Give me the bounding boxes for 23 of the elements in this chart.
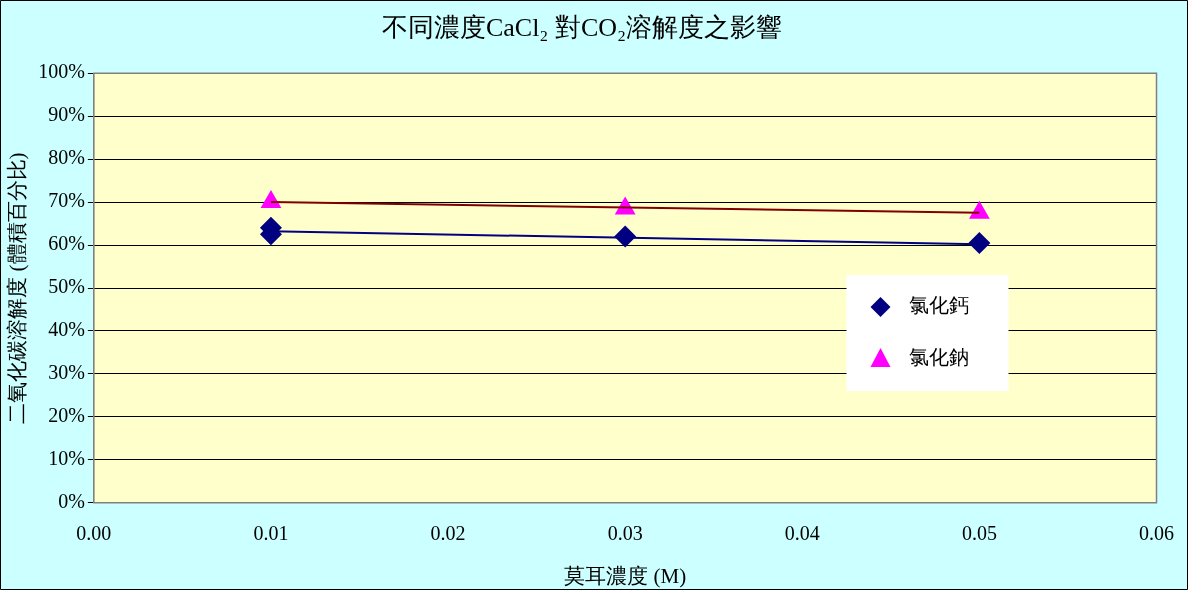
y-tick-label: 100%: [38, 60, 85, 83]
x-tick-label: 0.06: [1139, 522, 1174, 545]
x-tick-label: 0.00: [76, 522, 112, 545]
y-tick-label: 40%: [48, 318, 85, 341]
x-tick-label: 0.03: [607, 522, 643, 545]
y-tick-label: 50%: [48, 275, 85, 298]
x-tick-label: 0.05: [961, 522, 997, 545]
y-tick-label: 20%: [48, 404, 85, 427]
y-tick-label: 30%: [48, 361, 85, 384]
y-tick-label: 0%: [58, 490, 85, 513]
y-tick-label: 10%: [48, 447, 85, 470]
y-tick-label: 70%: [48, 189, 85, 212]
legend-label: 氯化鈣: [908, 294, 969, 317]
legend-label: 氯化鈉: [908, 346, 969, 369]
x-tick-label: 0.02: [430, 522, 466, 545]
y-tick-label: 60%: [48, 232, 85, 255]
x-tick-label: 0.01: [253, 522, 289, 545]
y-axis-title: 二氧化碳溶解度 (體積百分比): [5, 152, 30, 424]
x-tick-label: 0.04: [784, 522, 820, 545]
y-tick-label: 90%: [48, 103, 85, 126]
chart-title: 不同濃度CaCl₂ 對CO₂溶解度之影響: [381, 13, 783, 43]
y-tick-label: 80%: [48, 146, 85, 169]
x-axis-title: 莫耳濃度 (M): [564, 563, 687, 588]
